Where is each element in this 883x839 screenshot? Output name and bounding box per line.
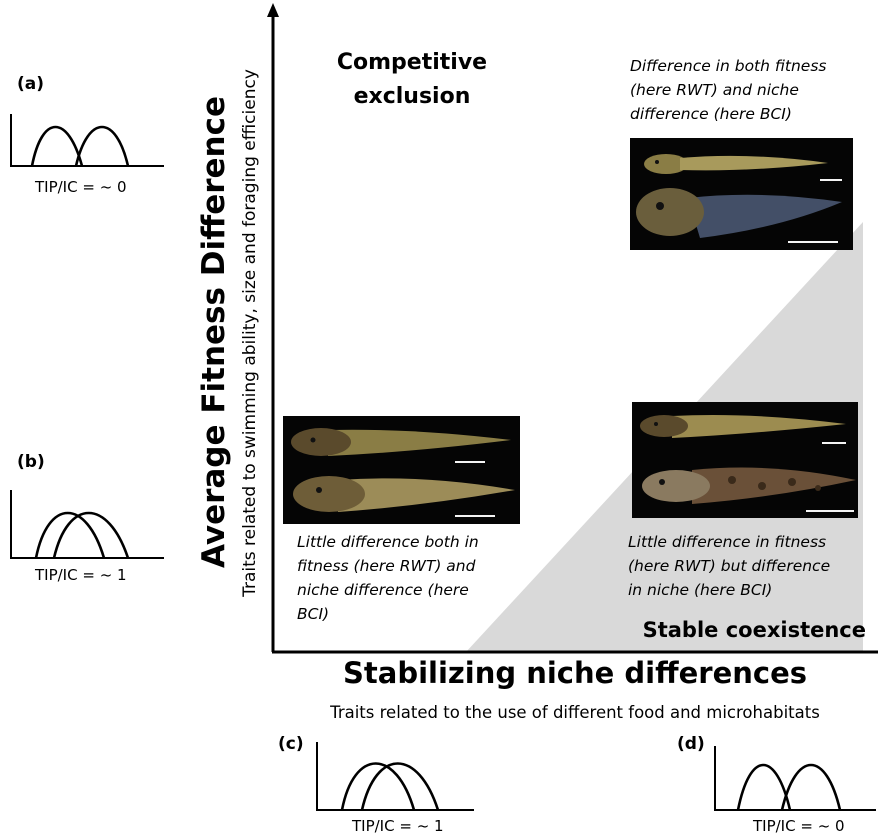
caption-bottom-left: Little difference both in fitness (here … [297, 530, 515, 626]
tadpole-lower [293, 476, 515, 512]
caption-bottom-right: Little difference in fitness (here RWT) … [628, 530, 856, 602]
panel-d-curve-1 [736, 763, 792, 811]
tadpole-photo-top-right [630, 138, 853, 250]
caption-bottom-left-line-4: BCI) [297, 605, 330, 623]
panel-a-overlap-curves [10, 114, 164, 167]
panel-d-label: (d) [677, 734, 705, 754]
panel-c-axes [316, 742, 474, 811]
tadpole-pair-bottom-left [291, 428, 515, 517]
panel-d-overlap-curves [714, 746, 876, 811]
panel-b-overlap-curves [10, 490, 164, 559]
y-axis-subtitle: Traits related to swimming ability, size… [240, 69, 260, 597]
tadpole-pair-top-right [636, 154, 842, 243]
caption-top-right: Difference in both fitness (here RWT) an… [630, 54, 852, 126]
competitive-exclusion-label: Competitive exclusion [300, 46, 524, 114]
caption-top-right-line-3: difference (here BCI) [630, 105, 792, 123]
caption-bottom-right-line-1: Little difference in fitness [628, 533, 827, 551]
scale-bar-2 [455, 515, 495, 517]
y-axis-arrowhead [267, 3, 279, 17]
panel-c-tip-label: TIP/IC = ~ 1 [352, 817, 444, 835]
panel-a-label: (a) [17, 74, 45, 94]
panel-a-tip-label: TIP/IC = ~ 0 [35, 178, 127, 196]
tadpole-photo-bottom-right [632, 402, 858, 518]
scale-bar-2 [788, 241, 838, 243]
scale-bar-1 [820, 179, 842, 181]
tadpole-photo-bottom-left [283, 416, 520, 524]
scale-bar-2 [806, 510, 854, 512]
panel-d-tip-label: TIP/IC = ~ 0 [753, 817, 845, 835]
competitive-exclusion-line-1: Competitive [336, 50, 488, 75]
tadpole-lower-spotted [642, 467, 856, 504]
x-axis-subtitle: Traits related to the use of different f… [330, 703, 820, 722]
panel-b-curve-1 [34, 511, 106, 559]
tadpole-pair-bottom-right [640, 415, 856, 512]
tadpole-upper [640, 415, 846, 438]
panel-b-curve-2 [52, 511, 130, 559]
panel-a-curve-2 [74, 125, 130, 167]
caption-top-right-line-1: Difference in both fitness [630, 57, 827, 75]
panel-b-axes [10, 490, 164, 559]
tadpole-large [636, 188, 842, 238]
y-axis-title-rot: Average Fitness Difference [196, 96, 232, 568]
caption-bottom-left-line-2: fitness (here RWT) and [297, 557, 476, 575]
scale-bar-1 [455, 461, 485, 463]
caption-bottom-right-line-2: (here RWT) but difference [628, 557, 831, 575]
panel-c-overlap-curves [316, 742, 474, 811]
competitive-exclusion-line-2: exclusion [353, 84, 471, 109]
tadpole-upper [291, 428, 511, 456]
panel-c-label: (c) [278, 734, 304, 754]
panel-a-axes [10, 114, 164, 167]
caption-bottom-left-line-3: niche difference (here [297, 581, 469, 599]
caption-top-right-line-2: (here RWT) and niche [630, 81, 799, 99]
stable-coexistence-label: Stable coexistence [642, 618, 866, 642]
panel-c-curve-1 [340, 762, 416, 811]
y-axis-subtitle-text: Traits related to swimming ability, size… [240, 69, 260, 597]
tadpole-small [644, 154, 828, 174]
caption-bottom-left-line-1: Little difference both in [297, 533, 479, 551]
scale-bar-1 [822, 442, 846, 444]
y-axis-title-text: Average Fitness Difference [196, 95, 232, 569]
panel-c-curve-2 [360, 762, 440, 811]
panel-d-axes [714, 746, 876, 811]
panel-b-tip-label: TIP/IC = ~ 1 [35, 566, 127, 584]
panel-b-label: (b) [17, 452, 45, 472]
panel-d-curve-2 [780, 763, 842, 811]
x-axis-title: Stabilizing niche differences [343, 656, 807, 690]
panel-a-curve-1 [30, 125, 84, 167]
caption-bottom-right-line-3: in niche (here BCI) [628, 581, 773, 599]
